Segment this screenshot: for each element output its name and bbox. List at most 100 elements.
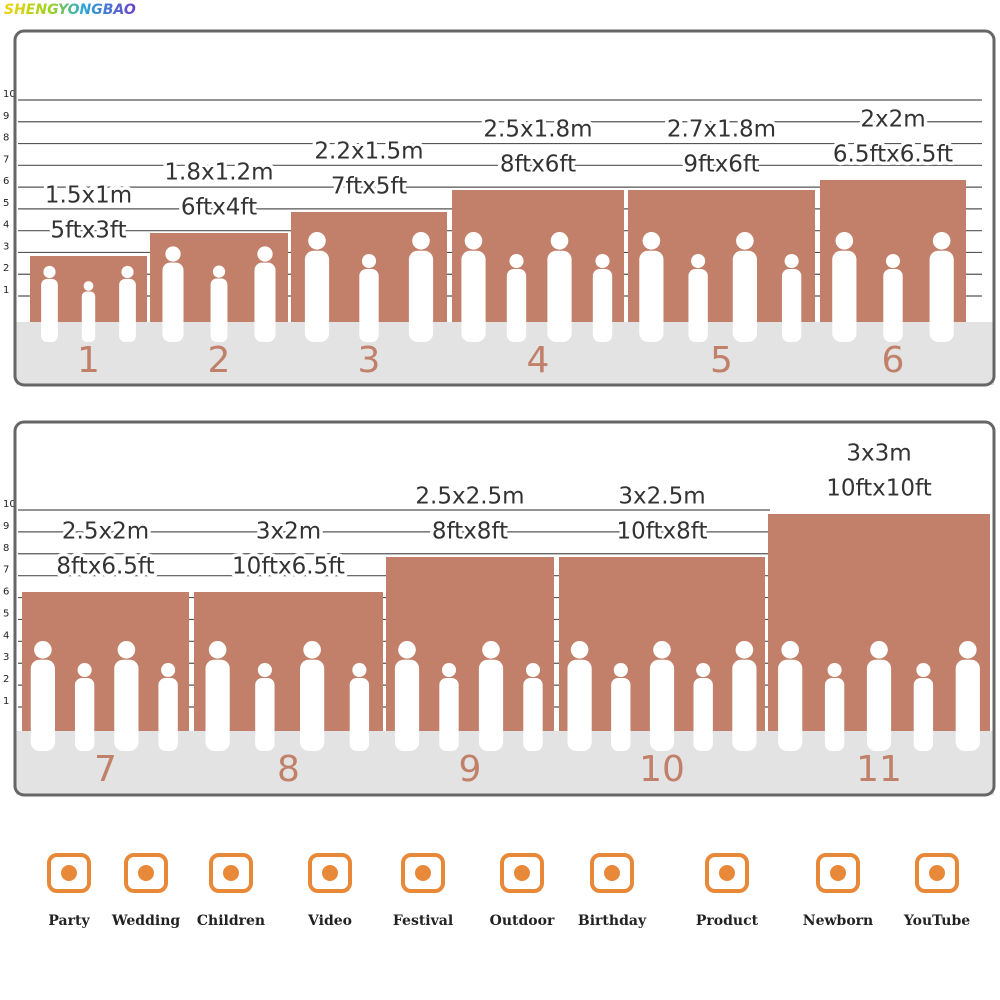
silhouette-head — [361, 254, 377, 269]
silhouette-head — [916, 663, 931, 678]
silhouette-head — [121, 265, 134, 279]
size-metric: 1.8x1.2m — [164, 160, 273, 186]
scale-label: 9 — [3, 521, 9, 532]
size-number: 11 — [856, 749, 902, 790]
silhouette-head — [208, 641, 227, 659]
silhouette-body — [300, 659, 325, 751]
size-number: 6 — [882, 340, 905, 381]
scale-label: 1 — [3, 696, 9, 707]
silhouette-head — [613, 663, 628, 678]
size-number: 1 — [77, 340, 100, 381]
backdrop — [22, 592, 189, 751]
scale-label: 6 — [3, 587, 9, 598]
scale-label: 4 — [3, 630, 9, 641]
size-metric: 2.2x1.5m — [314, 139, 423, 165]
silhouette-body — [688, 268, 708, 342]
icon-shape — [124, 853, 168, 893]
silhouette-body — [649, 659, 675, 751]
use-label: Party — [48, 913, 90, 929]
use-label: Festival — [393, 913, 453, 929]
size-number: 7 — [94, 749, 117, 790]
size-panel: 1 2 3 4 5 6 7 8 9 10 1.5x1m 5ftx3ft 1 1.8x1.2m 6ftx4ft… — [3, 29, 996, 387]
scale-label: 3 — [3, 652, 9, 663]
backdrop — [386, 557, 554, 751]
icon-dot — [514, 865, 530, 881]
silhouette-body — [781, 268, 802, 342]
silhouette-body — [408, 250, 434, 342]
use-label: Wedding — [111, 913, 181, 929]
backdrop — [452, 190, 624, 342]
use-icon — [308, 853, 352, 893]
scale-label: 8 — [3, 543, 9, 554]
silhouette-body — [547, 250, 572, 342]
silhouette-body — [439, 677, 459, 751]
size-number: 10 — [639, 749, 685, 790]
silhouette-head — [34, 641, 52, 659]
silhouette-head — [932, 232, 951, 250]
backdrop — [628, 190, 815, 342]
size-metric: 2.5x1.8m — [483, 117, 592, 143]
silhouette-head — [827, 663, 842, 678]
panel-border — [13, 420, 996, 797]
icon-dot — [61, 865, 77, 881]
silhouette-body — [693, 677, 713, 751]
silhouette-head — [509, 254, 524, 269]
scale-label: 4 — [3, 220, 9, 231]
silhouette-body — [162, 262, 184, 342]
use-label: Newborn — [803, 913, 873, 929]
silhouette-body — [359, 268, 379, 342]
silhouette-body — [205, 659, 230, 751]
size-imperial: 10ftx8ft — [617, 519, 708, 545]
panel-border — [13, 29, 996, 387]
silhouette-head — [784, 254, 799, 269]
use-icon — [401, 853, 445, 893]
icon-shape — [209, 853, 253, 893]
use-icon — [47, 853, 91, 893]
silhouette-head — [117, 641, 136, 659]
size-metric: 1.5x1m — [45, 183, 132, 209]
silhouette-head — [653, 641, 671, 659]
size-imperial: 10ftx6.5ft — [232, 554, 345, 580]
size-imperial: 10ftx10ft — [826, 476, 932, 502]
silhouette-head — [43, 265, 56, 279]
size-imperial: 7ftx5ft — [331, 174, 407, 200]
size-imperial: 9ftx6ft — [683, 152, 759, 178]
use-icon — [124, 853, 168, 893]
silhouette-body — [461, 250, 486, 342]
icon-shape — [705, 853, 749, 893]
silhouette-head — [77, 663, 92, 678]
silhouette-body — [732, 659, 757, 751]
icon-dot — [322, 865, 338, 881]
silhouette-body — [30, 659, 55, 751]
use-label: Video — [307, 913, 352, 929]
silhouette-body — [778, 659, 803, 751]
silhouette-head — [781, 641, 799, 659]
silhouette-head — [441, 663, 457, 678]
silhouette-head — [870, 641, 888, 659]
silhouette-body — [81, 291, 96, 342]
silhouette-body — [866, 659, 892, 751]
silhouette-body — [349, 677, 370, 751]
size-number: 5 — [710, 340, 733, 381]
silhouette-head — [735, 641, 754, 659]
watermark: SHENGYONGBAO — [4, 2, 136, 18]
silhouette-head — [83, 281, 94, 291]
silhouette-head — [308, 232, 326, 250]
silhouette-body — [883, 268, 903, 342]
icon-dot — [719, 865, 735, 881]
size-imperial: 8ftx6.5ft — [56, 554, 154, 580]
size-metric: 2.5x2m — [62, 519, 149, 545]
icon-shape — [401, 853, 445, 893]
icon-dot — [415, 865, 431, 881]
silhouette-head — [550, 232, 569, 250]
icon-shape — [590, 853, 634, 893]
usage-icons: Party Wedding Children Video Festival Outdoor… — [47, 853, 970, 929]
size-imperial: 6ftx4ft — [181, 195, 257, 221]
silhouette-body — [114, 659, 139, 751]
icon-dot — [604, 865, 620, 881]
silhouette-body — [732, 250, 757, 342]
silhouette-head — [464, 232, 483, 250]
backdrop — [150, 233, 288, 342]
silhouette-body — [567, 659, 592, 751]
silhouette-head — [736, 232, 754, 250]
